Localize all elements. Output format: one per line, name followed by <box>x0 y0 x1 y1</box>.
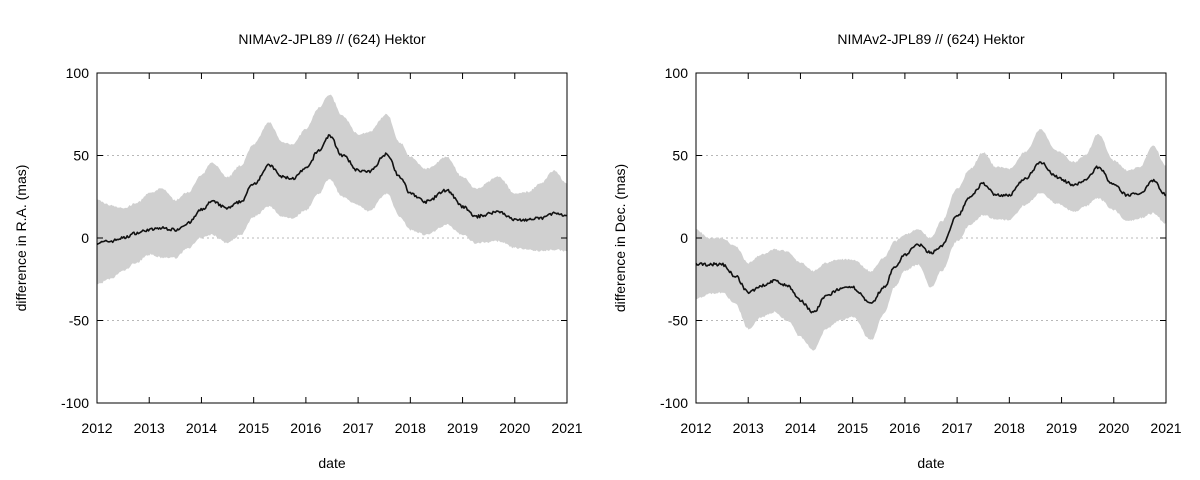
x-tick-label: 2015 <box>238 420 269 436</box>
chart-title: NIMAv2-JPL89 // (624) Hektor <box>837 31 1025 47</box>
y-tick-label: 0 <box>81 230 89 246</box>
chart-title: NIMAv2-JPL89 // (624) Hektor <box>238 31 426 47</box>
x-tick-label: 2021 <box>551 420 582 436</box>
x-tick-label: 2016 <box>290 420 321 436</box>
uncertainty-band <box>696 129 1166 351</box>
y-tick-label: -50 <box>668 313 688 329</box>
x-tick-label: 2015 <box>837 420 868 436</box>
x-tick-label: 2013 <box>134 420 165 436</box>
y-axis-label: difference in R.A. (mas) <box>13 165 29 312</box>
x-axis-label: date <box>318 455 345 471</box>
y-tick-label: 50 <box>672 148 688 164</box>
x-tick-label: 2013 <box>733 420 764 436</box>
x-tick-label: 2014 <box>785 420 816 436</box>
y-tick-label: 100 <box>66 65 90 81</box>
x-tick-label: 2018 <box>994 420 1025 436</box>
y-axis-label: difference in Dec. (mas) <box>612 164 628 312</box>
y-tick-label: -100 <box>660 395 688 411</box>
y-tick-label: -100 <box>61 395 89 411</box>
y-tick-label: 100 <box>665 65 689 81</box>
uncertainty-band <box>97 94 567 285</box>
x-tick-label: 2021 <box>1150 420 1181 436</box>
y-tick-label: -50 <box>69 313 89 329</box>
y-tick-label: 50 <box>73 148 89 164</box>
series-line <box>96 134 568 246</box>
x-tick-label: 2017 <box>343 420 374 436</box>
chart-panel-ra: NIMAv2-JPL89 // (624) Hektor date differ… <box>13 31 583 471</box>
x-axis-label: date <box>917 455 944 471</box>
x-tick-label: 2020 <box>499 420 530 436</box>
x-tick-label: 2018 <box>395 420 426 436</box>
chart-panel-dec: NIMAv2-JPL89 // (624) Hektor date differ… <box>612 31 1182 471</box>
x-tick-label: 2019 <box>1046 420 1077 436</box>
x-tick-label: 2014 <box>186 420 217 436</box>
x-tick-label: 2012 <box>680 420 711 436</box>
series-line <box>695 161 1167 314</box>
y-tick-label: 0 <box>680 230 688 246</box>
x-tick-label: 2020 <box>1098 420 1129 436</box>
x-tick-label: 2012 <box>81 420 112 436</box>
x-tick-label: 2017 <box>942 420 973 436</box>
x-tick-label: 2016 <box>889 420 920 436</box>
x-tick-label: 2019 <box>447 420 478 436</box>
